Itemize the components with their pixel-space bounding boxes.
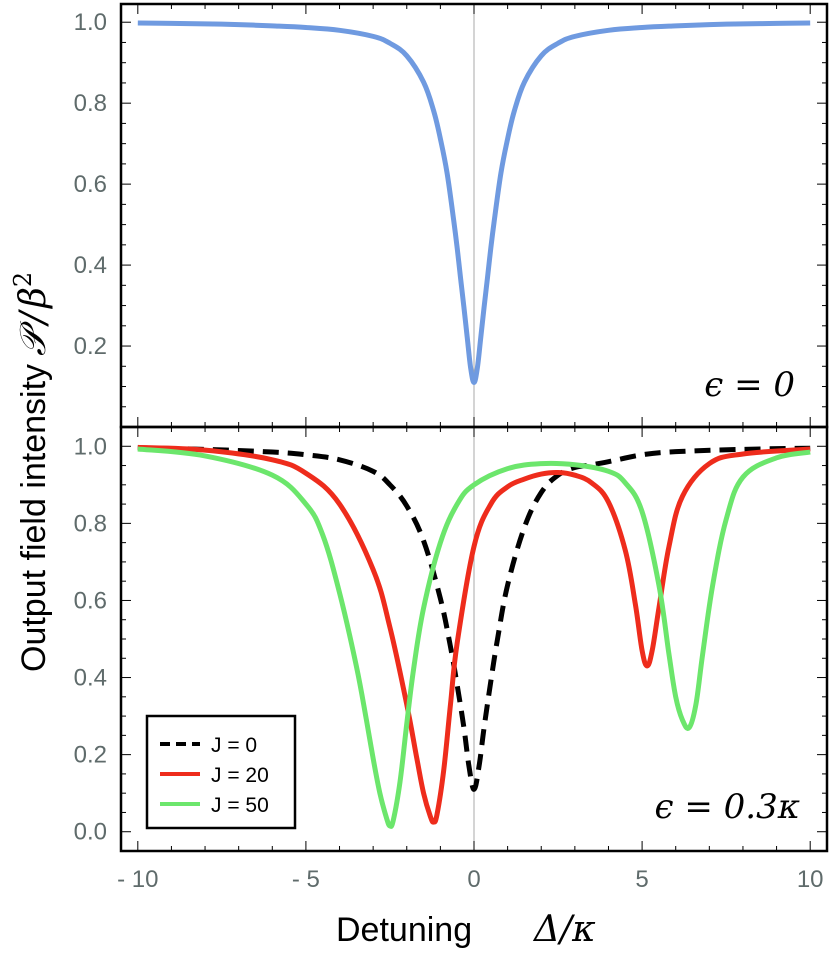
y-tick-label: 1.0 (74, 9, 107, 36)
bottom-annotation: ϵ = 0.3κ (654, 787, 800, 827)
x-tick-label: 5 (635, 866, 648, 893)
y-tick-label: 0.0 (74, 819, 107, 846)
y-tick-label: 1.0 (74, 433, 107, 460)
y-tick-label: 0.8 (74, 510, 107, 537)
legend-label: J = 20 (211, 764, 269, 787)
y-tick-label: 0.2 (74, 333, 107, 360)
bottom-curves (137, 444, 811, 829)
y-axis-title-text: Output field intensity (15, 364, 53, 672)
bottom-ticks (121, 426, 827, 852)
legend-entries: J = 0 J = 20 J = 50 (160, 734, 269, 817)
x-tick-label: 0 (467, 866, 480, 893)
top-ticks (121, 4, 827, 428)
top-panel: 0.2 0.4 0.6 0.8 1.0 ϵ = 0 (74, 2, 829, 429)
series-line-0 (137, 20, 811, 385)
y-symbol-exp: 2 (9, 272, 37, 287)
series-line-j-50 (137, 446, 811, 829)
y-symbol-beta: β (13, 287, 54, 310)
y-tick-label: 0.2 (74, 742, 107, 769)
x-tick-label: - 10 (117, 866, 158, 893)
top-annotation: ϵ = 0 (704, 365, 795, 405)
y-symbol-slash: / (13, 308, 54, 327)
top-curves (137, 20, 811, 385)
x-tick-label: 10 (797, 866, 824, 893)
y-tick-label: 0.6 (74, 587, 107, 614)
legend-label: J = 50 (211, 794, 269, 817)
y-axis-symbol: 𝒫/β2 (9, 272, 54, 356)
y-tick-label: 0.4 (74, 252, 107, 279)
bottom-xtick-labels: - 10 - 5 0 5 10 (117, 866, 823, 893)
top-ytick-labels: 0.2 0.4 0.6 0.8 1.0 (74, 9, 107, 360)
y-tick-label: 0.4 (74, 665, 107, 692)
y-tick-label: 0.6 (74, 171, 107, 198)
legend: J = 0 J = 20 J = 50 (145, 714, 297, 830)
series-line-j-0 (137, 445, 811, 792)
x-axis-symbol: Δ/κ (532, 909, 596, 950)
y-axis-title: Output field intensity 𝒫/β2 (9, 272, 54, 672)
series-line-j-20 (137, 444, 811, 825)
legend-label: J = 0 (211, 734, 257, 757)
y-symbol-p: 𝒫 (13, 320, 54, 356)
y-tick-label: 0.8 (74, 90, 107, 117)
bottom-panel: 0.00.20.40.60.81.0 - 10- 5 0 5 10 ϵ = 0.3κ … (74, 425, 829, 893)
x-axis-title-text: Detuning (336, 911, 472, 949)
x-tick-label: - 5 (292, 866, 320, 893)
x-axis-title: Detuning Δ/κ (336, 909, 596, 950)
bottom-ytick-labels: 0.0 0.2 0.4 0.6 0.8 1.0 (74, 433, 107, 845)
